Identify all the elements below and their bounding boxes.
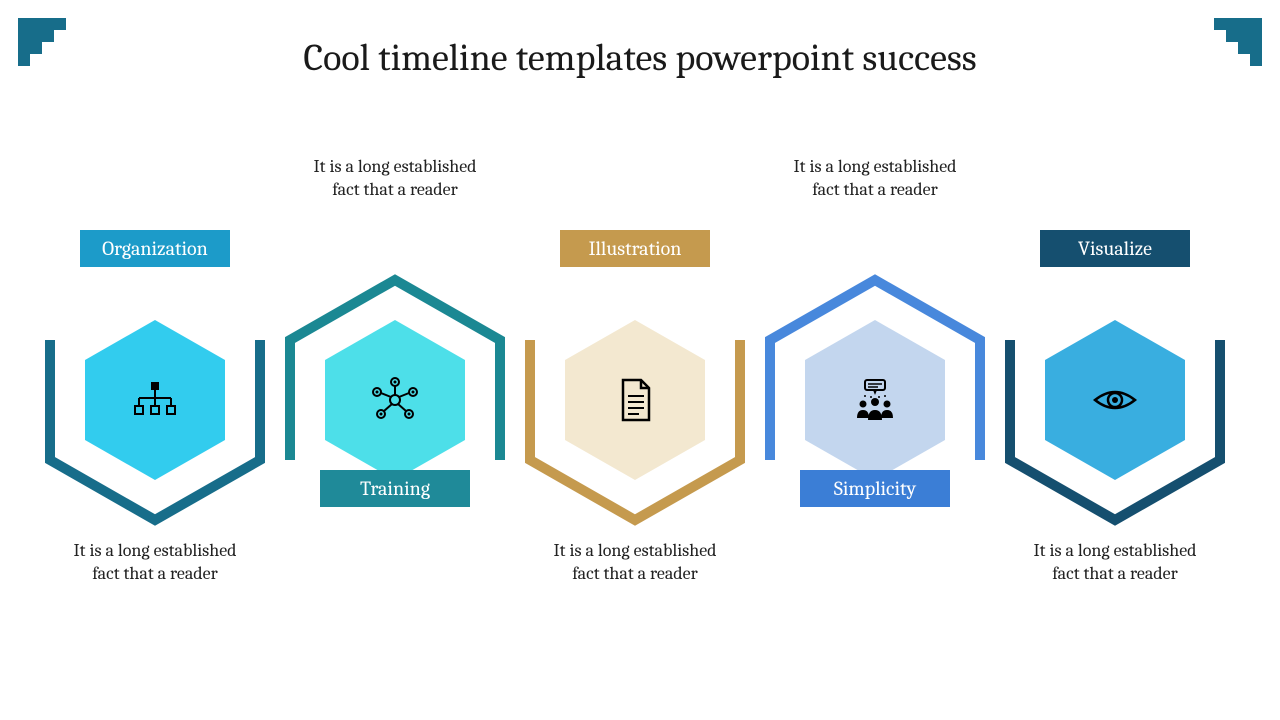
item-label: Organization — [80, 230, 230, 267]
org-chart-icon — [131, 376, 179, 424]
document-icon — [611, 376, 659, 424]
hexagon-wrap — [1000, 270, 1230, 530]
hex-fill — [325, 320, 465, 480]
timeline-item-1: It is a long established fact that a rea… — [280, 130, 510, 650]
item-label: Simplicity — [800, 470, 950, 507]
item-description: It is a long established fact that a rea… — [1000, 540, 1230, 585]
item-label: Illustration — [560, 230, 710, 267]
network-icon — [371, 376, 419, 424]
hexagon-wrap — [520, 270, 750, 530]
item-description: It is a long established fact that a rea… — [520, 540, 750, 585]
timeline-item-3: It is a long established fact that a rea… — [760, 130, 990, 650]
hex-fill — [85, 320, 225, 480]
item-label: Training — [320, 470, 470, 507]
hex-fill — [565, 320, 705, 480]
page-title: Cool timeline templates powerpoint succe… — [0, 36, 1280, 80]
eye-icon — [1091, 376, 1139, 424]
timeline-item-4: It is a long established fact that a rea… — [1000, 130, 1230, 650]
people-chat-icon — [851, 376, 899, 424]
timeline-item-0: It is a long established fact that a rea… — [40, 130, 270, 650]
hexagon-wrap — [40, 270, 270, 530]
hex-fill — [1045, 320, 1185, 480]
timeline-stage: It is a long established fact that a rea… — [0, 130, 1280, 670]
timeline-item-2: It is a long established fact that a rea… — [520, 130, 750, 650]
item-description: It is a long established fact that a rea… — [40, 540, 270, 585]
hex-fill — [805, 320, 945, 480]
item-label: Visualize — [1040, 230, 1190, 267]
item-description: It is a long established fact that a rea… — [760, 156, 990, 201]
item-description: It is a long established fact that a rea… — [280, 156, 510, 201]
